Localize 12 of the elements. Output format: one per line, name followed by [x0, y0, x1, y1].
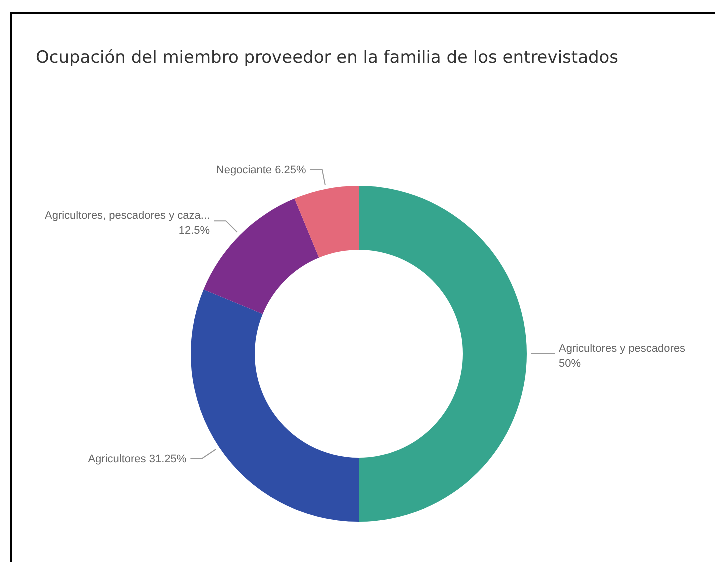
slice-label: Agricultores: [88, 453, 146, 466]
slice-label: Negociante: [216, 164, 272, 177]
slice-label: Agricultores y pescadores: [559, 343, 686, 355]
data-label: 12.5%: [178, 225, 210, 238]
donut-slice: [359, 186, 527, 522]
data-label: 50%: [559, 358, 582, 370]
data-label: 31.25%: [149, 453, 187, 466]
donut-slice: [294, 186, 359, 258]
slice-label: Agricultores, pescadores y caza...: [44, 210, 210, 222]
data-label: 6.25%: [275, 164, 306, 177]
donut-slice: [191, 290, 359, 522]
chart-title: Ocupación del miembro proveedor en la familia de los entrevistados: [36, 48, 619, 68]
